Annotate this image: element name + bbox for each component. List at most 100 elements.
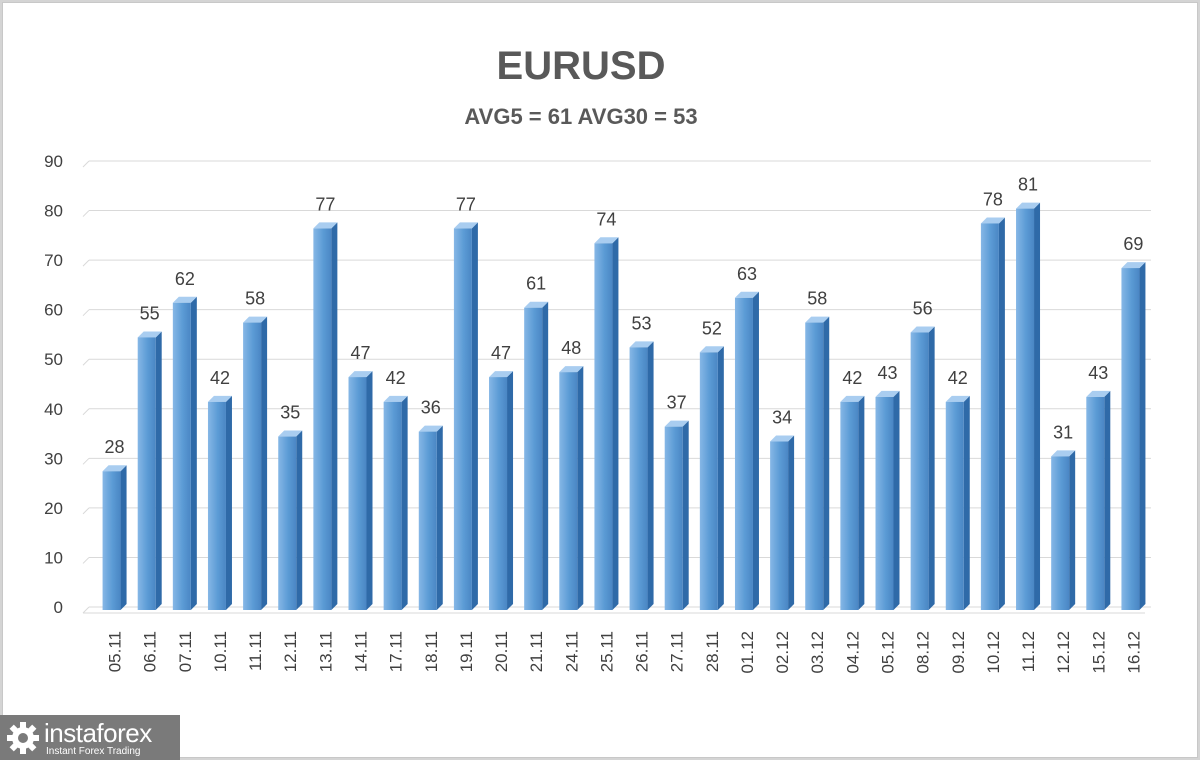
y-tick-label: 70 <box>44 251 63 270</box>
bar <box>1121 268 1140 610</box>
bar <box>1016 208 1035 610</box>
bar-side <box>717 346 724 610</box>
x-tick-label: 21.11 <box>527 631 546 672</box>
y-tick-label: 50 <box>44 350 63 369</box>
bar-16.12: 69 <box>1121 234 1146 610</box>
data-label: 53 <box>632 313 652 333</box>
x-tick-label: 09.12 <box>949 631 968 674</box>
data-label: 58 <box>807 289 827 309</box>
bar <box>278 436 297 610</box>
data-label: 43 <box>877 363 897 383</box>
bar-21.11: 61 <box>524 274 549 610</box>
bar-side <box>1034 202 1041 610</box>
bar-side <box>1104 390 1111 610</box>
bar-top <box>102 465 127 472</box>
bar-side <box>752 291 759 610</box>
y-tick-label: 0 <box>54 598 63 617</box>
bar-12.11: 35 <box>278 403 303 610</box>
data-label: 81 <box>1018 175 1038 195</box>
bar-top <box>313 222 338 229</box>
x-tick-label: 11.11 <box>246 631 265 671</box>
gear-icon <box>7 722 39 754</box>
bar-top <box>945 395 970 402</box>
x-tick-label: 05.12 <box>879 631 898 674</box>
bar-top <box>243 316 268 323</box>
bar-top <box>278 430 303 437</box>
x-tick-label: 03.12 <box>808 631 827 674</box>
bar-side <box>190 296 197 610</box>
bar-side <box>366 371 373 610</box>
grid-line-edge <box>82 507 90 515</box>
data-label: 31 <box>1053 422 1073 442</box>
x-tick-label: 12.11 <box>281 631 300 672</box>
y-tick-label: 80 <box>44 202 63 221</box>
bar-05.11: 28 <box>102 437 127 610</box>
grid-line-edge <box>82 557 90 564</box>
bar-top <box>559 366 584 373</box>
data-label: 52 <box>702 318 722 338</box>
x-tick-label: 10.12 <box>984 631 1003 674</box>
bar-side <box>998 217 1005 610</box>
bar-13.11: 77 <box>313 194 338 610</box>
bar <box>875 396 894 610</box>
data-label: 74 <box>596 209 616 229</box>
y-tick-label: 20 <box>44 499 63 518</box>
data-label: 63 <box>737 264 757 284</box>
y-tick-label: 40 <box>44 400 63 419</box>
x-tick-label: 11.12 <box>1019 631 1038 672</box>
x-tick-label: 10.11 <box>211 631 230 672</box>
bar-side <box>471 222 478 610</box>
bar-side <box>612 237 619 611</box>
bar-top <box>980 217 1005 224</box>
bar-top <box>489 371 514 378</box>
data-label: 42 <box>386 368 406 388</box>
grid-line-edge <box>82 210 90 217</box>
bar-24.11: 48 <box>559 338 584 610</box>
bar-top <box>348 371 373 378</box>
bar-19.11: 77 <box>453 194 478 610</box>
bar-top <box>1086 390 1111 397</box>
bar-03.12: 58 <box>805 289 830 610</box>
chart-title: EURUSD <box>497 44 666 88</box>
data-label: 47 <box>350 343 370 363</box>
bar-side <box>331 222 338 610</box>
data-label: 69 <box>1123 234 1143 254</box>
data-label: 47 <box>491 343 511 363</box>
grid-line-edge <box>82 606 90 614</box>
x-tick-label: 17.11 <box>387 631 406 672</box>
bar-26.11: 53 <box>629 313 654 610</box>
bar-side <box>893 390 900 610</box>
bar-side <box>507 371 514 610</box>
bar-side <box>296 430 303 610</box>
bar-10.12: 78 <box>980 189 1005 610</box>
bar-11.12: 81 <box>1016 175 1041 610</box>
grid-line-edge <box>82 309 90 317</box>
x-tick-label: 16.12 <box>1124 631 1143 674</box>
bar-top <box>910 326 935 333</box>
bar-side <box>1069 450 1076 610</box>
bar <box>945 401 964 610</box>
bar-01.12: 63 <box>734 264 759 610</box>
x-tick-label: 02.12 <box>773 631 792 674</box>
bar-08.12: 56 <box>910 298 935 610</box>
data-label: 58 <box>245 289 265 309</box>
bar-05.12: 43 <box>875 363 900 610</box>
bar-28.11: 52 <box>699 318 724 610</box>
data-label: 77 <box>456 194 476 214</box>
bar-20.11: 47 <box>489 343 514 610</box>
bar-09.12: 42 <box>945 368 970 610</box>
bar-side <box>401 395 408 610</box>
bar-top <box>1121 262 1146 269</box>
chart-subtitle: AVG5 = 61 AVG30 = 53 <box>464 104 697 129</box>
bar <box>559 372 578 610</box>
bar-side <box>823 316 830 610</box>
bar-27.11: 37 <box>664 393 689 610</box>
data-label: 61 <box>526 274 546 294</box>
x-tick-label: 25.11 <box>597 631 616 672</box>
bar-side <box>928 326 935 610</box>
data-label: 42 <box>948 368 968 388</box>
bar-06.11: 55 <box>137 303 162 610</box>
x-tick-label: 26.11 <box>633 631 652 672</box>
x-tick-label: 18.11 <box>422 631 441 672</box>
